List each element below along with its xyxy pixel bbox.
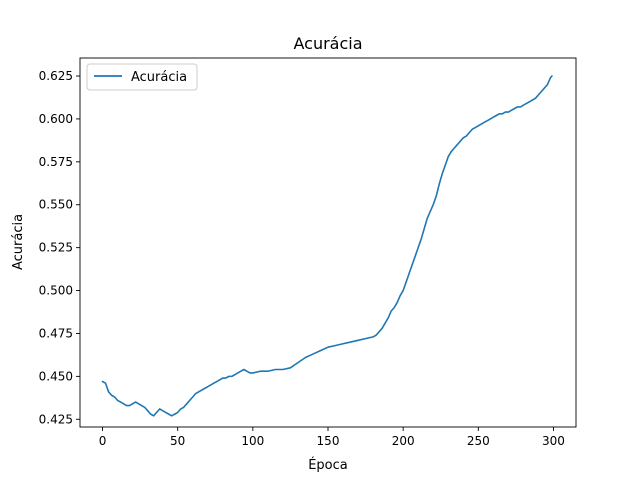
y-tick-label: 0.450: [39, 369, 73, 383]
y-axis: 0.425 0.450 0.475 0.500 0.525 0.550 0.575 0.600…: [39, 69, 80, 426]
y-tick-label: 0.425: [39, 412, 73, 426]
y-axis-label: Acurácia: [11, 214, 26, 270]
y-tick-label: 0.550: [39, 198, 73, 212]
y-tick-label: 0.625: [39, 69, 73, 83]
legend: Acurácia: [86, 63, 198, 91]
series-line-0: [101, 75, 553, 417]
x-tick-label: 200: [392, 434, 415, 448]
legend-label: Acurácia: [131, 70, 187, 85]
y-tick-label: 0.600: [39, 112, 73, 126]
x-tick-label: 300: [542, 434, 565, 448]
x-tick-label: 0: [99, 434, 107, 448]
x-tick-label: 250: [467, 434, 490, 448]
y-tick-label: 0.475: [39, 326, 73, 340]
x-tick-label: 150: [317, 434, 340, 448]
x-axis-label: Época: [308, 457, 348, 473]
y-tick-label: 0.525: [39, 241, 73, 255]
x-axis: 0 50 100 150 200 250 300: [99, 427, 565, 448]
plot-area: [101, 75, 553, 417]
legend-box: [86, 63, 198, 91]
chart-title: Acurácia: [293, 34, 362, 53]
x-tick-label: 100: [241, 434, 264, 448]
x-tick-label: 50: [170, 434, 185, 448]
y-tick-label: 0.500: [39, 284, 73, 298]
y-tick-label: 0.575: [39, 155, 73, 169]
